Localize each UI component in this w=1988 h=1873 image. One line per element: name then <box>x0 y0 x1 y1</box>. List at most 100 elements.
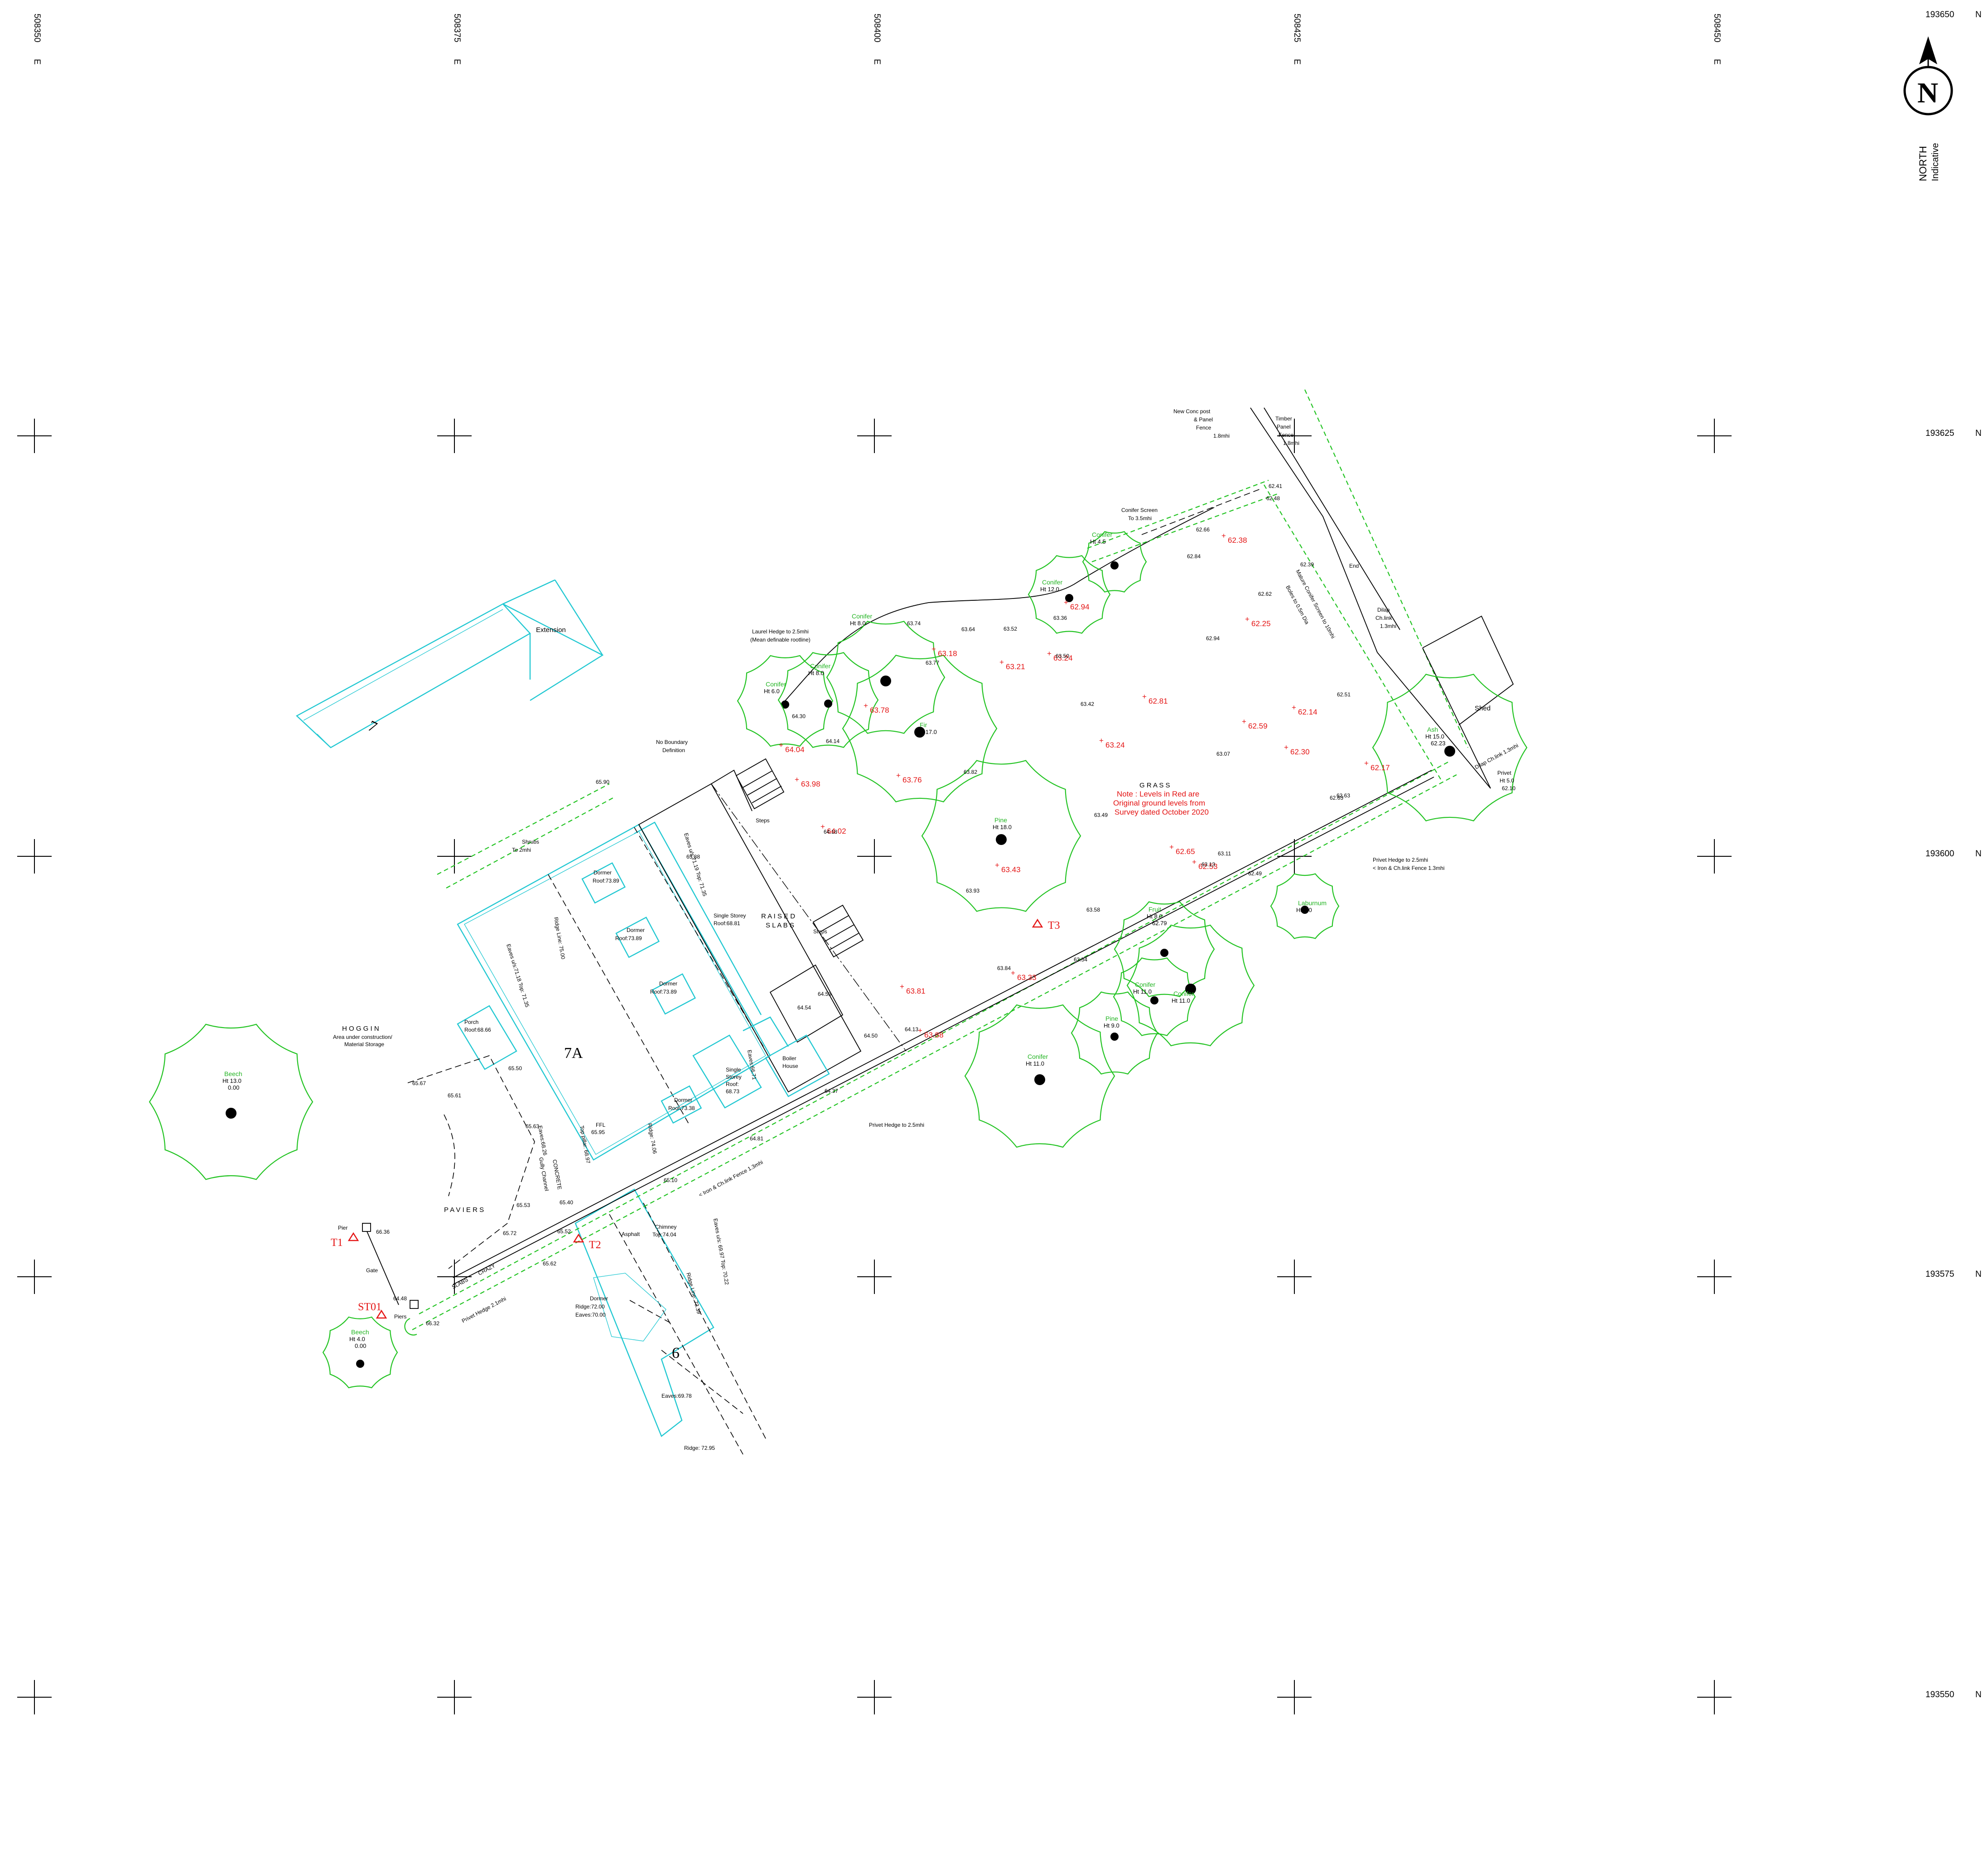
tree-level: 62.23 <box>1431 740 1446 747</box>
spot-level-original: 63.18 <box>938 649 957 658</box>
tree-height: Ht 4.0 <box>349 1336 365 1342</box>
northing-label: 193550 <box>1925 1690 1954 1699</box>
spot-level-original: 63.21 <box>1006 662 1025 671</box>
tree-name: Conifer <box>1042 579 1062 586</box>
new-conc-label: New Conc post <box>1173 408 1211 415</box>
tree-trunk-icon <box>781 700 789 709</box>
tree-height: Ht 8.0 <box>1147 913 1163 920</box>
note-line-1: Note : Levels in Red are <box>1117 790 1199 798</box>
spot-level-original: 62.17 <box>1370 763 1390 772</box>
spot-level-original: 63.98 <box>801 780 820 788</box>
iron-fence-label: < Iron & Ch.link Fence 1.3mhi <box>698 1159 764 1198</box>
tree-canopy <box>842 655 998 802</box>
spot-level-original: 62.81 <box>1148 697 1168 705</box>
spot-level: 65.62 <box>543 1260 556 1267</box>
tree-level: 62.79 <box>1152 920 1167 927</box>
spot-level: 65.61 <box>448 1092 461 1099</box>
eaves-left-label: Eaves u/s:71.18 Top: 71.35 <box>505 943 531 1008</box>
tree-canopy <box>1028 555 1111 634</box>
single-storey-label: Single Storey <box>714 912 746 919</box>
steps-lower-label: Steps <box>813 928 827 935</box>
eaves-right-label: Eaves u/s:71.19 Top: 71.35 <box>683 832 708 897</box>
note-line-2: Original ground levels from <box>1113 799 1205 807</box>
north-sublabel: Indicative <box>1930 143 1940 182</box>
spot-level-marker: + <box>999 658 1004 666</box>
spot-level: 63.82 <box>964 769 977 775</box>
tree-height: Ht 13.0 <box>222 1077 241 1084</box>
b9-dormer-ridge: Ridge:72.00 <box>575 1303 605 1310</box>
tree-name: Pine <box>1105 1015 1118 1022</box>
tree-height: Ht 8.0 <box>808 670 824 676</box>
tree-height: Ht 6.0 <box>1296 907 1312 913</box>
top-pillar-label: Top pillar: 68.97 <box>579 1125 592 1164</box>
raised-slabs-label-2: S L A B S <box>766 922 794 929</box>
single-storey-2-label-c: Roof: <box>726 1081 739 1087</box>
tree-trunk-icon <box>1110 561 1119 570</box>
easting-labels: 508350 E 508375 E 508400 E 508425 E 5084… <box>32 14 1722 65</box>
station-t3: T3 <box>1048 920 1060 932</box>
shrubs-label-2: To 2mhi <box>512 847 531 853</box>
tree-trunk-icon <box>880 676 891 686</box>
privet-hedge-left-label: Privet Hedge 2.1mhi <box>461 1295 507 1324</box>
spot-level: 62.49 <box>1248 870 1262 877</box>
timber-fence <box>1250 407 1378 653</box>
northing-labels: 193650 N 193625 N 193600 N 193575 N 1935… <box>1925 10 1982 1699</box>
northing-label: 193625 <box>1925 429 1954 438</box>
tree-canopy <box>1082 531 1147 593</box>
northing-unit: N <box>1975 1270 1982 1279</box>
building-7: Extension 7 <box>295 579 604 748</box>
b9-ridge-label: Ridge Line: 73.39 <box>685 1272 702 1315</box>
dilap-label: Dilap <box>1377 607 1390 613</box>
grid-layer: 508350 E 508375 E 508400 E 508425 E 5084… <box>17 10 1982 1714</box>
laurel-label-2: (Mean definable rootline) <box>750 637 811 643</box>
boundary-layer <box>362 389 1514 1336</box>
spot-level: 64.48 <box>393 1295 407 1302</box>
spot-level: 64.37 <box>825 1088 838 1094</box>
tree-height: Ht 15.0 <box>1425 733 1444 740</box>
spot-level-original: 63.78 <box>870 706 889 714</box>
spot-level: 63.49 <box>1094 812 1108 818</box>
porch-roof: Roof:68.66 <box>464 1027 491 1033</box>
timber-label: Timber <box>1275 415 1292 422</box>
station-t2-icon <box>573 1233 584 1243</box>
grid-crosses <box>17 419 1732 1714</box>
tree-canopy <box>322 1316 398 1389</box>
spot-level-marker: + <box>820 822 825 831</box>
spot-level-marker: + <box>795 775 799 784</box>
spot-level: 63.07 <box>1216 751 1230 757</box>
shrubs-label: Shrubs <box>522 839 539 845</box>
spot-level: 65.52 <box>557 1228 571 1235</box>
gully-label: Gully Channel <box>538 1157 550 1192</box>
spot-level-marker: + <box>900 982 904 991</box>
spot-level: 65.88 <box>686 854 700 860</box>
spot-level-original: 64.02 <box>827 827 846 835</box>
dormer-4 <box>661 1085 702 1124</box>
spot-level: 63.64 <box>961 626 975 632</box>
spot-level-marker: + <box>918 1026 922 1035</box>
shrubs-hedge <box>437 783 610 875</box>
station-st01: ST01 <box>358 1301 381 1313</box>
tree-trunk-icon <box>996 834 1007 845</box>
timber-label-4: 1.8mhi <box>1283 440 1299 446</box>
tree-trunk-icon <box>356 1360 364 1368</box>
grass-label: G R A S S <box>1139 782 1170 789</box>
steps-upper <box>735 758 785 810</box>
building-9-boundary <box>643 1202 766 1439</box>
new-conc-label-3: Fence <box>1196 425 1211 431</box>
spot-level: 64.14 <box>826 738 840 744</box>
privet-lvl: 62.10 <box>1502 785 1515 792</box>
spot-level: 63.13 <box>1201 861 1215 868</box>
spot-level-original: 63.81 <box>906 987 926 995</box>
spot-level: 63.74 <box>907 620 921 627</box>
easting-unit: E <box>452 59 462 65</box>
b9-chimney-top: Top:74.04 <box>652 1231 676 1238</box>
tree-trunk-icon <box>1110 1033 1119 1041</box>
dormer-2-label: Dormer <box>627 927 645 933</box>
eaves-68-label: Eaves:68.26 <box>537 1125 548 1156</box>
conifer-screen-label-2: To 3.5mhi <box>1128 515 1152 521</box>
privet-hedge-south-edge <box>419 761 1450 1314</box>
